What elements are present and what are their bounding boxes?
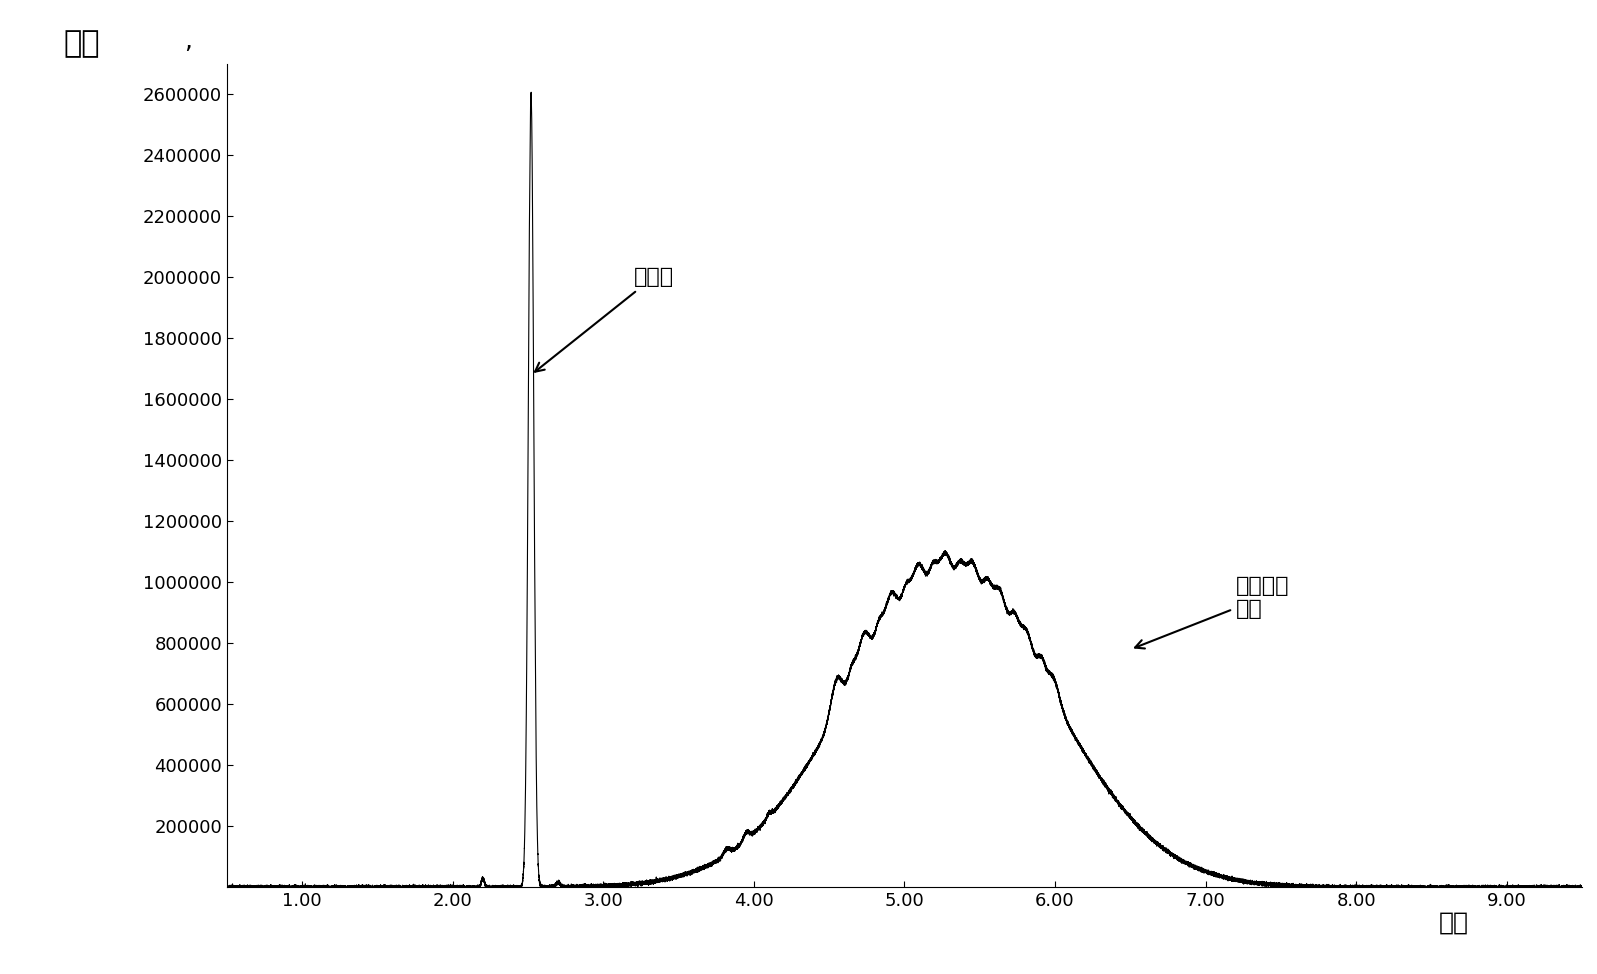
Text: 丰度: 丰度	[64, 29, 101, 58]
Text: 时间: 时间	[1439, 911, 1469, 935]
Text: 内标峰: 内标峰	[535, 267, 674, 372]
Text: ,: ,	[184, 29, 192, 54]
Text: 饱和烽馏
份峰: 饱和烽馏 份峰	[1135, 576, 1289, 649]
